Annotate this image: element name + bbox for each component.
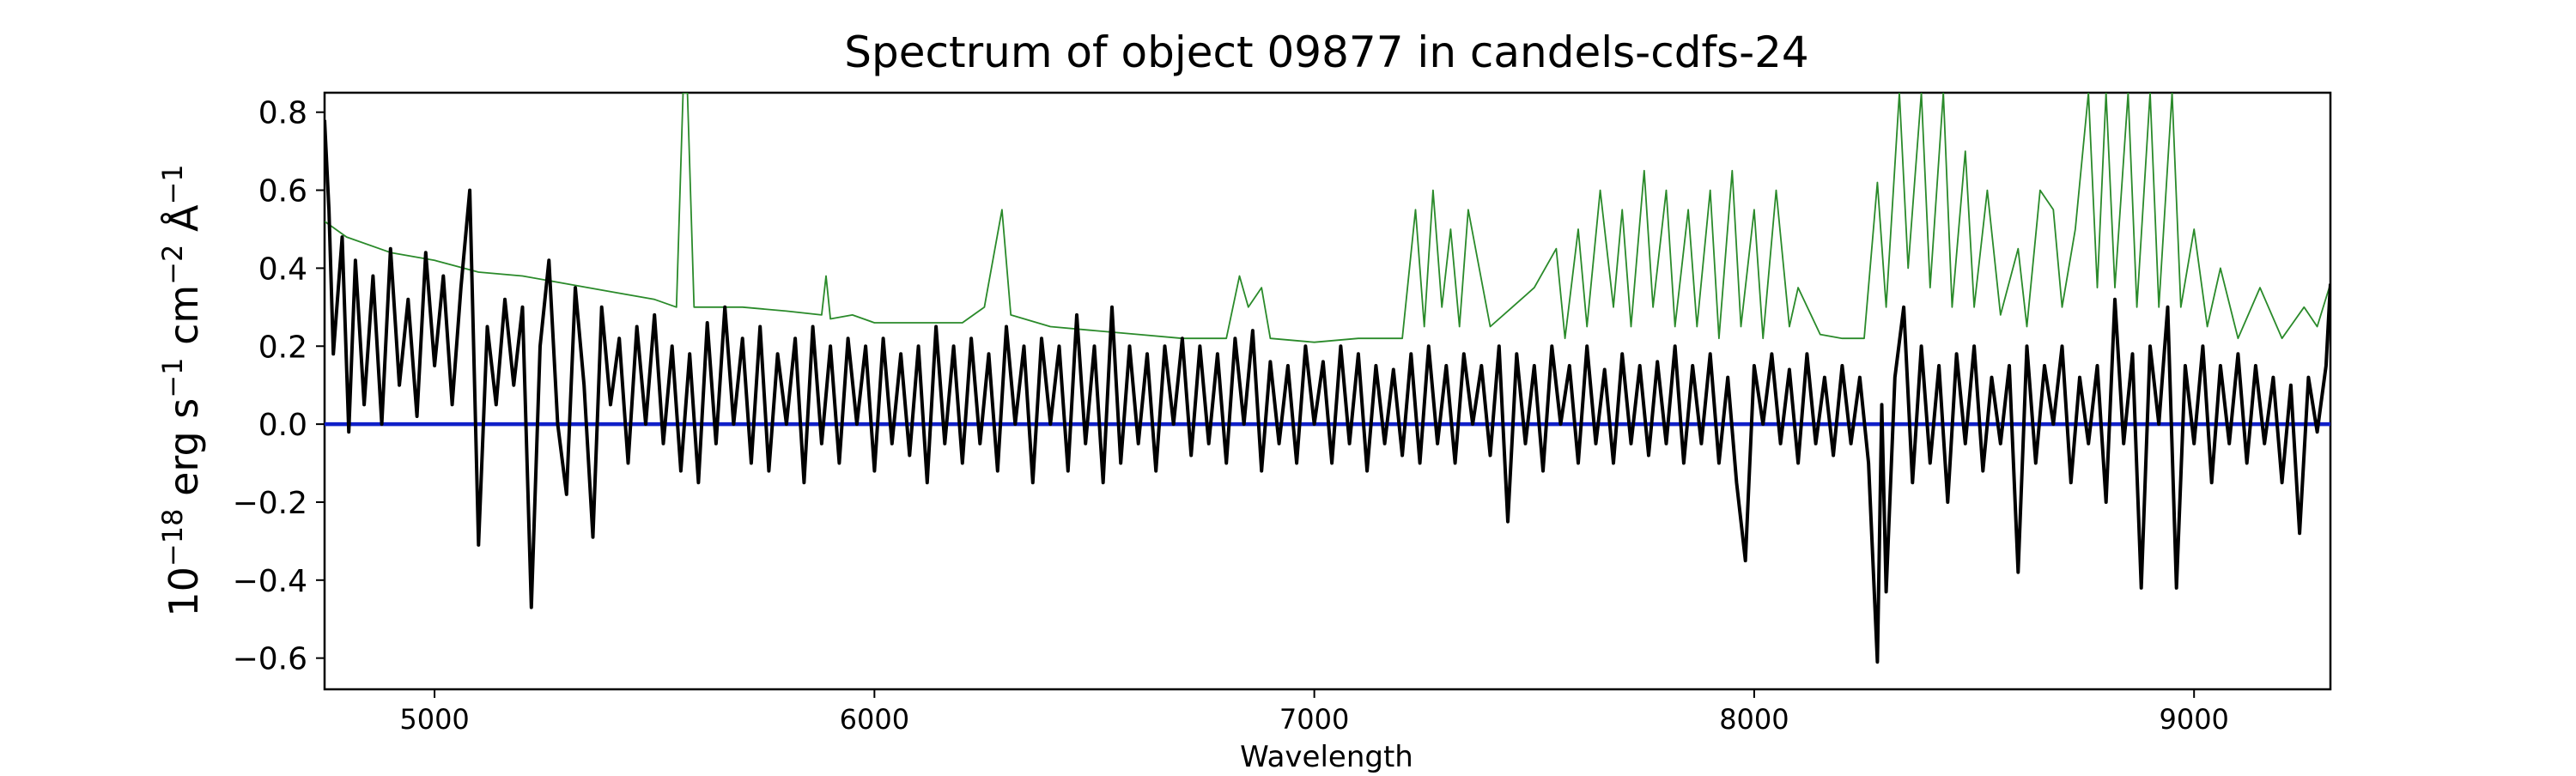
- plot-axes: 5000 6000 7000 8000 9000 −0.6 −0.4 −0.2 0.0 0.2 0…: [233, 91, 2332, 736]
- y-label-exp-s: −1: [156, 358, 189, 398]
- y-tick-label: −0.4: [233, 564, 307, 599]
- y-label-angstrom: Å: [161, 204, 207, 245]
- y-axis-label: 10−18 erg s−1 cm−2 Å−1: [156, 164, 207, 616]
- series-line-noise: [325, 93, 2330, 343]
- x-axis-ticks: 5000 6000 7000 8000 9000: [399, 689, 2229, 736]
- x-tick-label: 8000: [1719, 703, 1789, 736]
- y-axis-ticks: −0.6 −0.4 −0.2 0.0 0.2 0.4 0.6 0.8: [233, 96, 325, 677]
- x-tick-label: 7000: [1279, 703, 1349, 736]
- y-label-cm: cm: [161, 285, 207, 358]
- y-label-prefix: 10: [161, 567, 207, 617]
- series-line-flux: [325, 119, 2330, 664]
- y-tick-label: 0.6: [258, 174, 307, 209]
- y-tick-label: 0.8: [258, 96, 307, 131]
- y-tick-label: −0.6: [233, 642, 307, 677]
- plot-frame: [323, 91, 2332, 691]
- y-tick-label: 0.4: [258, 252, 307, 287]
- chart-title: Spectrum of object 09877 in candels-cdfs…: [844, 27, 1809, 77]
- y-tick-label: −0.2: [233, 486, 307, 521]
- y-label-exp: −18: [156, 509, 189, 567]
- x-tick-label: 6000: [840, 703, 909, 736]
- y-label-erg: erg s: [161, 398, 207, 509]
- y-label-exp-a: −1: [156, 164, 189, 204]
- x-axis-label: Wavelength: [1240, 740, 1413, 773]
- x-tick-label: 5000: [399, 703, 469, 736]
- y-tick-label: 0.0: [258, 408, 307, 443]
- y-label-exp-cm: −2: [156, 245, 189, 285]
- x-tick-label: 9000: [2159, 703, 2228, 736]
- series-layer: [325, 93, 2330, 664]
- y-tick-label: 0.2: [258, 330, 307, 365]
